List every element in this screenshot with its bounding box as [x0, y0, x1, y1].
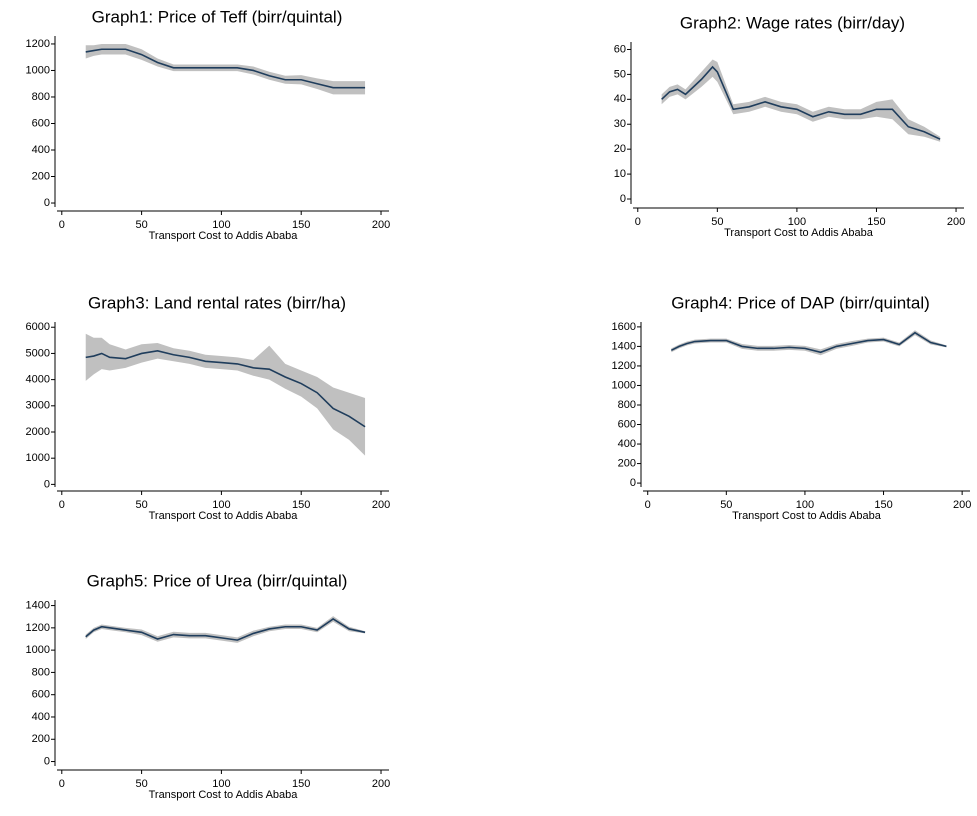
chart-title: Graph3: Land rental rates (birr/ha) [88, 293, 346, 312]
y-tick-label: 0 [44, 755, 50, 767]
line [670, 331, 947, 354]
x-axis-label: Transport Cost to Addis Ababa [149, 510, 299, 522]
y-tick-label: 400 [32, 144, 50, 156]
y-tick-label: 6000 [26, 321, 50, 333]
y-tick-label: 200 [32, 170, 50, 182]
y-tick-label: 5000 [26, 347, 50, 359]
x-axis-label: Transport Cost to Addis Ababa [732, 510, 882, 522]
y-tick-label: 800 [32, 91, 50, 103]
y-tick-label: 0 [44, 197, 50, 209]
confidence-band [671, 330, 947, 356]
x-tick-label: 0 [59, 778, 65, 790]
y-tick-label: 1000 [612, 379, 636, 391]
y-tick-label: 800 [32, 666, 50, 678]
confidence-band [85, 333, 366, 456]
x-axis-label: Transport Cost to Addis Ababa [724, 227, 874, 239]
x-tick-label: 100 [788, 216, 806, 228]
y-tick-label: 0 [620, 193, 626, 205]
x-tick-label: 150 [874, 499, 892, 511]
line [85, 349, 366, 428]
y-tick-label: 600 [32, 117, 50, 129]
x-tick-label: 100 [796, 499, 814, 511]
x-tick-label: 200 [372, 219, 390, 231]
chart-title: Graph5: Price of Urea (birr/quintal) [87, 571, 348, 590]
chart-title: Graph2: Wage rates (birr/day) [680, 13, 905, 32]
y-tick-label: 1400 [612, 340, 636, 352]
x-tick-label: 150 [292, 778, 310, 790]
chart-title: Graph4: Price of DAP (birr/quintal) [671, 293, 930, 312]
y-tick-label: 600 [32, 689, 50, 701]
line [85, 48, 366, 89]
confidence-band [85, 616, 366, 643]
confidence-band [85, 43, 366, 95]
y-tick-label: 10 [614, 168, 626, 180]
y-tick-label: 0 [630, 477, 636, 489]
y-tick-label: 1200 [26, 622, 50, 634]
x-tick-label: 100 [212, 219, 230, 231]
x-tick-label: 50 [711, 216, 723, 228]
x-tick-label: 100 [212, 499, 230, 511]
x-tick-label: 50 [135, 778, 147, 790]
y-tick-label: 3000 [26, 400, 50, 412]
y-tick-label: 400 [618, 438, 636, 450]
y-tick-label: 40 [614, 93, 626, 105]
y-tick-label: 0 [44, 478, 50, 490]
y-tick-label: 30 [614, 118, 626, 130]
x-axis-label: Transport Cost to Addis Ababa [149, 789, 299, 801]
x-tick-label: 200 [372, 778, 390, 790]
y-tick-label: 1000 [26, 644, 50, 656]
y-tick-label: 200 [32, 733, 50, 745]
x-tick-label: 0 [635, 216, 641, 228]
line [85, 617, 366, 641]
y-tick-label: 200 [618, 457, 636, 469]
y-tick-label: 50 [614, 68, 626, 80]
y-tick-label: 20 [614, 143, 626, 155]
chart-title: Graph1: Price of Teff (birr/quintal) [92, 7, 343, 26]
x-tick-label: 0 [59, 499, 65, 511]
y-tick-label: 2000 [26, 426, 50, 438]
x-tick-label: 50 [135, 219, 147, 231]
x-tick-label: 150 [867, 216, 885, 228]
x-tick-label: 200 [372, 499, 390, 511]
y-tick-label: 1400 [26, 599, 50, 611]
x-tick-label: 150 [292, 219, 310, 231]
confidence-band [661, 59, 941, 142]
x-tick-label: 0 [59, 219, 65, 231]
x-tick-label: 0 [645, 499, 651, 511]
y-tick-label: 1000 [26, 64, 50, 76]
x-tick-label: 200 [947, 216, 965, 228]
y-tick-label: 1200 [612, 360, 636, 372]
y-tick-label: 800 [618, 399, 636, 411]
y-tick-label: 4000 [26, 374, 50, 386]
y-tick-label: 600 [618, 418, 636, 430]
y-tick-label: 1600 [612, 321, 636, 333]
y-tick-label: 60 [614, 43, 626, 55]
y-tick-label: 1200 [26, 38, 50, 50]
x-tick-label: 200 [953, 499, 971, 511]
y-tick-label: 1000 [26, 452, 50, 464]
x-axis-label: Transport Cost to Addis Ababa [149, 230, 299, 242]
x-tick-label: 50 [135, 499, 147, 511]
y-tick-label: 400 [32, 711, 50, 723]
x-tick-label: 100 [212, 778, 230, 790]
x-tick-label: 150 [292, 499, 310, 511]
line [661, 65, 941, 140]
x-tick-label: 50 [720, 499, 732, 511]
